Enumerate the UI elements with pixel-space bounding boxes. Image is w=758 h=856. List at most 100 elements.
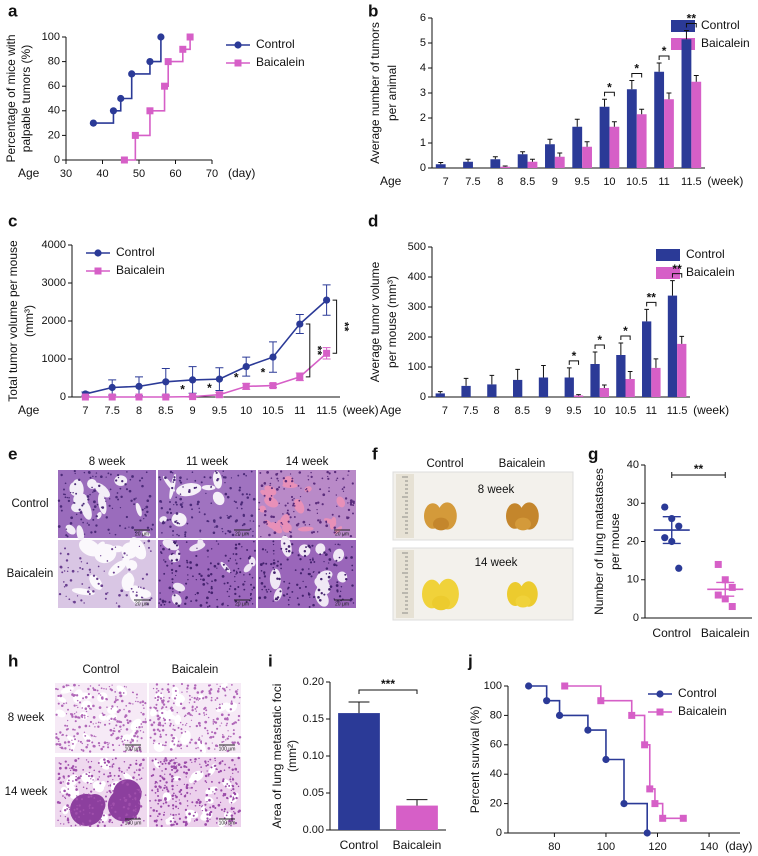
significance-label: * [623, 324, 628, 338]
nucleus [117, 605, 121, 608]
nucleus [118, 720, 121, 723]
y-tick-label: 60 [48, 80, 60, 92]
nucleus [63, 493, 65, 496]
nucleus [189, 787, 191, 789]
nucleus [195, 790, 197, 792]
x-tick-label: 11 [294, 405, 305, 417]
nucleus [233, 500, 236, 503]
nucleus [126, 471, 128, 473]
error-bar [592, 351, 598, 364]
nucleus [131, 691, 134, 694]
nucleus [234, 592, 237, 596]
nucleus [98, 484, 101, 488]
nucleus [83, 793, 85, 795]
nucleus [141, 477, 144, 480]
nucleus [204, 727, 207, 730]
nucleus [207, 747, 211, 750]
nucleus [98, 770, 101, 773]
nucleus [154, 758, 157, 761]
tissue-space [111, 545, 124, 553]
nucleus [215, 707, 218, 710]
nucleus [290, 495, 294, 499]
nucleus [165, 733, 168, 736]
nucleus [230, 776, 232, 778]
nucleus [89, 707, 92, 710]
nucleus [276, 477, 279, 480]
nucleus [170, 768, 174, 771]
nucleus [234, 690, 238, 693]
micrograph [55, 757, 147, 828]
nucleus [351, 546, 353, 548]
nucleus [272, 543, 275, 546]
nucleus [261, 588, 263, 591]
legend-swatch [656, 267, 680, 279]
nucleus [310, 575, 313, 578]
nucleus [213, 793, 216, 795]
marker [269, 382, 277, 390]
x-tick-label: 60 [169, 168, 181, 180]
nucleus [323, 593, 326, 596]
nucleus [234, 721, 236, 723]
nucleus [273, 553, 275, 555]
nucleus [191, 761, 193, 764]
nucleus [112, 778, 114, 781]
nucleus [232, 741, 235, 745]
nucleus [186, 559, 188, 562]
nucleus [55, 736, 58, 739]
nucleus [287, 502, 289, 505]
nucleus [103, 688, 105, 690]
nucleus [194, 780, 197, 783]
nucleus [253, 549, 256, 552]
error-bar [618, 342, 624, 355]
nucleus [307, 592, 310, 594]
nucleus [104, 497, 106, 499]
nucleus [205, 713, 208, 716]
nucleus [164, 560, 167, 563]
nucleus [59, 731, 62, 734]
nucleus [176, 533, 178, 536]
x-tick-label: 140 [700, 841, 718, 853]
y-tick-label: 10 [627, 574, 639, 586]
nucleus [61, 733, 64, 736]
nucleus [185, 541, 188, 543]
nucleus [178, 591, 181, 594]
nucleus [242, 583, 245, 586]
nucleus [145, 514, 147, 517]
nucleus [175, 540, 177, 542]
nucleus [204, 809, 208, 812]
error-bar [693, 75, 699, 82]
nucleus [161, 706, 164, 709]
y-tick-label: 6 [420, 12, 426, 24]
nucleus [225, 739, 227, 741]
nucleus [223, 810, 226, 813]
nucleus [326, 470, 329, 474]
nucleus [132, 703, 134, 705]
nucleus [74, 818, 77, 820]
nucleus [172, 702, 175, 705]
nucleus [173, 504, 175, 506]
nucleus [160, 699, 163, 702]
x-tick-label: Control [652, 626, 691, 640]
x-tick-label: 30 [60, 168, 72, 180]
nucleus [105, 697, 108, 701]
nucleus [162, 547, 165, 551]
nucleus [85, 787, 88, 790]
nucleus [175, 822, 179, 826]
nucleus [170, 823, 174, 827]
nucleus [83, 731, 86, 733]
nucleus [162, 724, 165, 727]
nucleus [221, 475, 223, 477]
nucleus [99, 799, 102, 802]
nucleus [63, 702, 65, 705]
nucleus [132, 815, 135, 818]
nucleus [143, 820, 145, 822]
nucleus [209, 476, 212, 479]
nucleus [210, 591, 214, 595]
significance-bracket [604, 91, 615, 97]
nucleus [215, 817, 219, 820]
nucleus [145, 471, 148, 474]
nucleus [131, 526, 134, 530]
nucleus [333, 470, 337, 474]
nucleus [220, 789, 223, 792]
lung-lobe [433, 517, 449, 531]
